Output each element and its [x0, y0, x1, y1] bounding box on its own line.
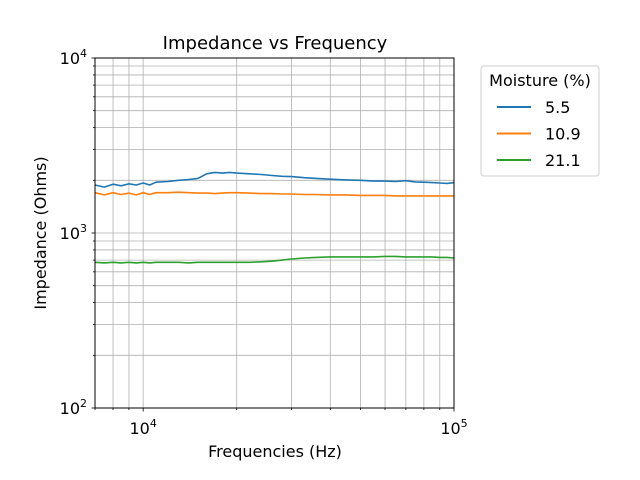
x-axis-label: Frequencies (Hz) [208, 442, 342, 461]
series-layer [94, 171, 455, 264]
y-tick-label-exponent: 3 [80, 222, 87, 235]
x-tick-label-exponent: 5 [461, 417, 468, 430]
y-tick-label-exponent: 2 [80, 397, 87, 410]
series-line-5-5 [94, 171, 455, 188]
x-tick-label-exponent: 4 [150, 417, 157, 430]
legend-title: Moisture (%) [489, 71, 591, 90]
legend-label: 5.5 [545, 98, 570, 117]
y-tick-label: 102 [60, 397, 87, 418]
y-tick-label-base: 10 [60, 49, 80, 68]
legend-label: 21.1 [545, 151, 581, 170]
y-tick-label: 104 [60, 47, 87, 68]
x-tick-label: 105 [440, 417, 467, 438]
series-line-10-9 [94, 191, 454, 197]
legend-items: 5.5 10.9 21.1 [497, 98, 581, 170]
series-line-21-1 [94, 255, 455, 264]
legend-box [480, 65, 600, 177]
x-tick-label-base: 10 [129, 419, 149, 438]
y-tick-label-base: 10 [60, 224, 80, 243]
x-tick-label: 104 [129, 417, 156, 438]
y-tick-label-base: 10 [60, 399, 80, 418]
y-axis-label: Impedance (Ohms) [31, 156, 50, 309]
grid-lines [94, 57, 455, 409]
y-tick-label: 103 [60, 222, 87, 243]
chart-title: Impedance vs Frequency [163, 33, 388, 54]
y-tick-label-exponent: 4 [80, 47, 87, 60]
legend-label: 10.9 [545, 125, 581, 144]
x-tick-label-base: 10 [440, 419, 460, 438]
legend: Moisture (%) 5.5 10.9 21.1 [480, 65, 600, 177]
